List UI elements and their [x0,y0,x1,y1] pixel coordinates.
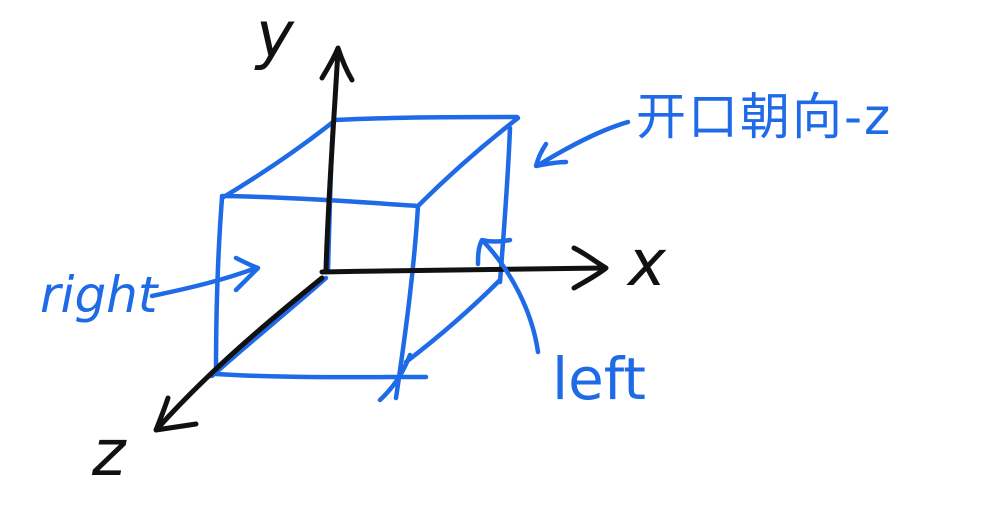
cube-top-right-depth-edge [415,115,521,209]
cube-bottom-right-depth-edge [403,277,503,365]
cube-front-top-edge [219,193,421,209]
x-axis-label: x [628,227,666,301]
z-axis-label: z [92,417,126,491]
right-arrow-head [233,255,261,293]
cube-corner-mark [377,352,413,403]
opening-direction-label: 开口朝向-z [636,88,893,146]
z-axis-line [155,275,325,431]
cube-front-right-edge [393,203,421,401]
y-axis-line [323,47,341,273]
y-axis-arrowhead [319,45,355,83]
left-face-label: left [552,345,646,413]
z-axis-arrowhead [153,395,199,433]
cube-top-left-depth-edge [219,119,336,201]
top-arrow-shaft [537,119,631,167]
right-face-label: right [40,266,158,324]
top-arrow-head [533,141,569,169]
cube-back-right-edge [497,125,513,285]
cube-back-top-edge [332,114,520,123]
x-axis-line [319,265,607,275]
axes [153,45,609,433]
cube-front-left-edge [213,195,225,375]
y-axis-label: y [256,0,294,73]
left-arrow-shaft [481,239,541,355]
left-arrow-head [475,237,513,267]
annotation-arrows [149,119,631,355]
right-arrow-shaft [149,265,259,299]
x-axis-arrowhead [571,245,609,291]
cube-front-bottom-edge [213,371,429,380]
cube [209,114,521,403]
cube-bottom-left-depth-edge [209,275,329,379]
